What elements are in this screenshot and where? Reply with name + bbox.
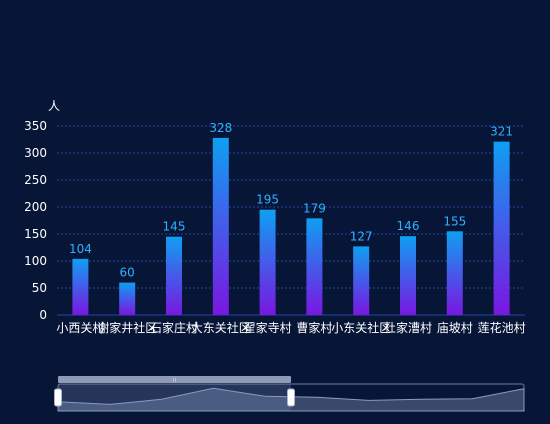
bar: [119, 282, 136, 315]
bar: [353, 246, 370, 315]
x-tick-label: 曹家村: [296, 320, 332, 335]
y-tick-label: 350: [24, 119, 47, 133]
x-tick-label: 庙坡村: [437, 321, 473, 335]
data-label: 145: [163, 220, 186, 234]
x-tick-label: 小西关村: [56, 321, 104, 335]
y-axis-ticks: 0 50 100 150 200 250 300 350: [24, 119, 47, 322]
zoom-end-handle[interactable]: [287, 388, 295, 407]
zoom-move-handle[interactable]: [58, 376, 291, 383]
bar: [212, 137, 229, 315]
bar: [493, 141, 510, 315]
data-label: 195: [256, 193, 279, 207]
x-tick-label: 莲花池村: [478, 320, 526, 335]
y-tick-label: 300: [24, 146, 47, 160]
data-label: 127: [350, 229, 373, 243]
zoom-start-handle[interactable]: [54, 388, 62, 407]
data-label: 60: [120, 266, 135, 280]
data-label: 104: [69, 242, 92, 256]
x-tick-label: 谢家井社区: [97, 320, 157, 335]
grip-icon: ⁞⁞: [173, 378, 177, 384]
bar: [306, 218, 323, 315]
data-label: 146: [397, 219, 420, 233]
data-label: 328: [209, 121, 232, 135]
y-tick-label: 50: [32, 281, 47, 295]
bar: [259, 209, 276, 315]
y-tick-label: 150: [24, 227, 47, 241]
bars: [72, 137, 510, 315]
x-tick-label: 大东关社区: [191, 320, 251, 335]
y-tick-label: 0: [39, 308, 47, 322]
y-axis-unit-label: 人: [48, 99, 60, 113]
data-label: 179: [303, 201, 326, 215]
x-tick-label: 翟家寺村: [244, 320, 292, 335]
data-label: 321: [490, 125, 513, 139]
bar: [446, 231, 463, 315]
zoom-selected-window[interactable]: [58, 384, 291, 411]
data-label: 155: [443, 214, 466, 228]
x-tick-label: 小东关社区: [331, 320, 391, 335]
bar: [166, 236, 182, 315]
data-labels: 104 60 145 328 195 179 127 146 155 321: [69, 121, 513, 280]
data-zoom-slider[interactable]: ⁞⁞: [54, 376, 525, 412]
x-tick-label: 石家庄村: [150, 320, 198, 335]
y-tick-label: 250: [24, 173, 47, 187]
bar: [400, 236, 416, 315]
x-tick-label: 杜家漕村: [384, 320, 432, 335]
y-tick-label: 200: [24, 200, 47, 214]
bar: [72, 258, 89, 315]
y-tick-label: 100: [24, 254, 47, 268]
